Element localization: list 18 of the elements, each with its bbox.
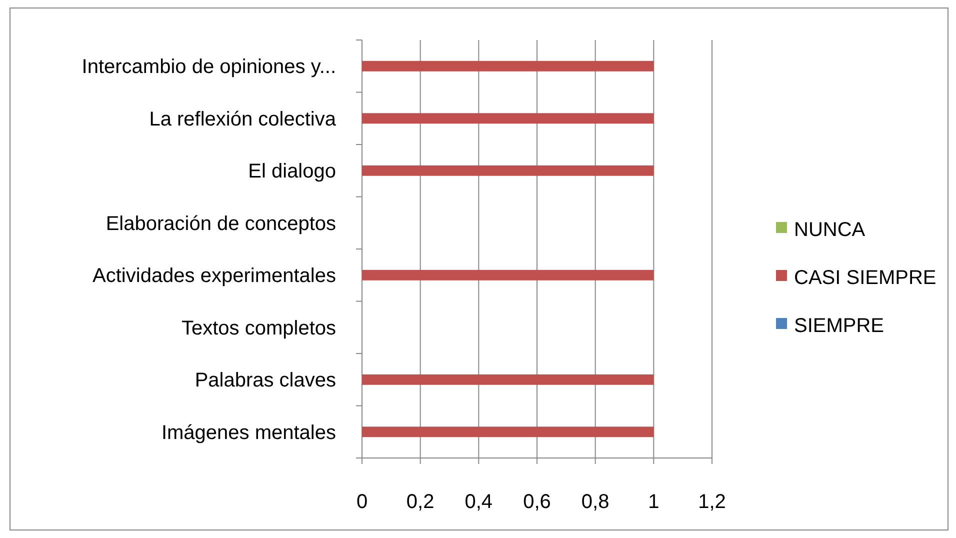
x-tick-label: 0,6 bbox=[523, 491, 551, 513]
y-tick-label: Imágenes mentales bbox=[161, 422, 336, 444]
y-tick-label: Actividades experimentales bbox=[92, 265, 336, 288]
y-tick-label: La reflexión colectiva bbox=[149, 108, 337, 130]
x-tick-label: 1,2 bbox=[698, 491, 726, 513]
legend-label: SIEMPRE bbox=[794, 315, 884, 337]
legend-label: CASI SIEMPRE bbox=[794, 267, 936, 289]
y-tick-label: Elaboración de conceptos bbox=[106, 212, 336, 235]
x-tick-label: 0,2 bbox=[406, 491, 434, 513]
x-tick-label: 0,8 bbox=[581, 491, 610, 513]
y-tick-label: Intercambio de opiniones y... bbox=[82, 56, 336, 78]
y-tick-label: Textos completos bbox=[181, 317, 336, 340]
y-tick-label: El dialogo bbox=[248, 160, 336, 183]
legend-label: NUNCA bbox=[794, 219, 866, 241]
y-tick-label: Palabras claves bbox=[194, 370, 336, 392]
x-tick-label: 0 bbox=[356, 491, 368, 513]
x-tick-label: 0,4 bbox=[464, 491, 493, 513]
x-tick-label: 1 bbox=[648, 491, 660, 513]
